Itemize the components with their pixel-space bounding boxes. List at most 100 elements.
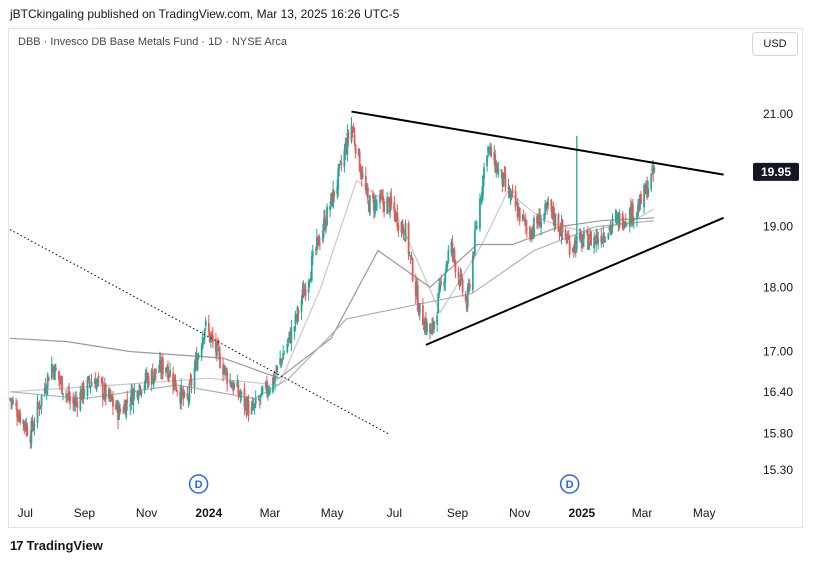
candle [497, 161, 500, 178]
candle-body [539, 216, 541, 228]
candle-body [510, 191, 513, 195]
candle-body [43, 388, 46, 393]
y-tick-label: 19.00 [763, 220, 793, 234]
candle-body [218, 346, 220, 352]
candle [15, 397, 18, 410]
x-tick-label: Mar [260, 506, 281, 520]
candle-body [580, 235, 583, 249]
candle-body [159, 360, 162, 373]
candle-body [303, 289, 306, 296]
candle-body [240, 391, 243, 395]
candle [133, 383, 136, 400]
candle [53, 363, 56, 381]
candle [273, 370, 275, 385]
candle-body [515, 203, 518, 205]
candle [289, 327, 292, 345]
candle [583, 226, 585, 248]
candle [637, 199, 639, 220]
candle-body [74, 398, 77, 405]
candle [588, 242, 590, 250]
candle [130, 383, 133, 411]
candle [502, 172, 505, 188]
currency-button[interactable]: USD [752, 32, 798, 56]
candle [646, 176, 649, 200]
candle-body [81, 383, 84, 400]
candle [165, 367, 167, 377]
candle [81, 382, 84, 404]
candle [411, 257, 414, 283]
candle [197, 352, 200, 360]
candle-body [646, 181, 649, 198]
candle-body [474, 227, 477, 229]
candle [451, 235, 454, 262]
candle [324, 209, 326, 232]
moving-averages [9, 179, 655, 400]
candle-body [246, 399, 249, 415]
candle-body [225, 369, 228, 371]
candle-body [610, 226, 613, 230]
candle [547, 196, 550, 210]
candle [62, 393, 64, 401]
candle [119, 404, 121, 415]
candle-body [514, 191, 517, 207]
candle [501, 171, 504, 193]
candle [374, 195, 376, 218]
candle [239, 388, 242, 404]
candle [102, 393, 105, 401]
candle [425, 311, 427, 336]
candle [304, 282, 307, 302]
candle-body [251, 403, 254, 408]
tradingview-logo-icon: 17 [10, 538, 24, 553]
candle [602, 225, 605, 248]
candle-body [558, 230, 561, 232]
candle [51, 364, 54, 372]
candle-body [236, 382, 239, 387]
candle [37, 401, 40, 410]
candle-body [481, 192, 483, 197]
candle [138, 383, 141, 396]
candle-body [132, 390, 135, 406]
candle [73, 395, 76, 412]
candle-body [422, 326, 425, 331]
candle [126, 390, 129, 411]
candle-body [554, 213, 557, 227]
candle-body [93, 381, 96, 384]
candle-body [24, 423, 27, 431]
candle-body [36, 401, 39, 423]
candle-body [440, 282, 443, 284]
candle [587, 225, 589, 251]
candle [582, 233, 584, 249]
candle [388, 198, 391, 216]
candle [303, 283, 306, 296]
candle [622, 217, 625, 231]
candle [87, 375, 90, 381]
candle-body [545, 204, 548, 207]
candle-body [502, 173, 505, 187]
candle [317, 234, 320, 246]
candle-body [123, 403, 126, 412]
candle [487, 145, 490, 159]
candle-body [494, 154, 497, 172]
candle [182, 386, 185, 407]
candle [243, 382, 246, 416]
candle [150, 368, 153, 392]
candle-body [559, 231, 562, 237]
tradingview-brand: 17 TradingView [10, 538, 103, 553]
candle [179, 385, 182, 409]
candle-body [472, 252, 475, 255]
candle-body [638, 207, 640, 212]
candle [230, 381, 233, 389]
candle-body [140, 391, 143, 394]
candle-body [67, 394, 70, 396]
candle-body [183, 392, 186, 397]
candle-body [274, 375, 276, 382]
candle [343, 143, 346, 173]
candle [396, 204, 399, 232]
candle [269, 386, 271, 396]
candle [432, 316, 434, 335]
candle-body [280, 358, 283, 361]
candle-body [147, 376, 150, 386]
candle-body [611, 218, 614, 227]
candle-body [488, 148, 491, 150]
